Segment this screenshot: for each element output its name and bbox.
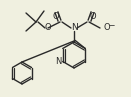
Text: N: N (71, 23, 77, 32)
Text: O: O (53, 12, 59, 21)
Text: O: O (90, 12, 96, 21)
Text: O: O (104, 23, 111, 32)
Text: N: N (55, 57, 62, 66)
Text: −: − (108, 22, 114, 30)
Text: O: O (45, 23, 51, 32)
